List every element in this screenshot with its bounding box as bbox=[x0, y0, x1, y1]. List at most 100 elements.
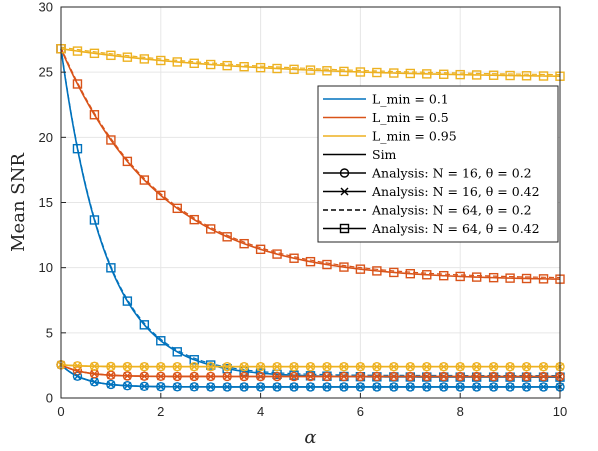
x-marker bbox=[406, 362, 415, 371]
x-marker-stroke bbox=[506, 362, 515, 371]
x-marker-stroke bbox=[140, 362, 149, 371]
circle-marker bbox=[72, 371, 83, 381]
square-marker bbox=[289, 64, 299, 75]
square-marker bbox=[355, 67, 366, 77]
legend-label: Analysis: N = 16, θ = 0.2 bbox=[371, 166, 532, 181]
x-marker-stroke bbox=[406, 382, 415, 391]
ticks: 0 2 4 6 8 10 0 5 10 15 20 25 30 bbox=[39, 0, 568, 419]
y-tick-label: 25 bbox=[39, 65, 53, 80]
square-marker bbox=[205, 224, 216, 234]
legend-entry: L_min = 0.5 bbox=[323, 110, 449, 125]
x-marker-stroke bbox=[539, 382, 548, 391]
square-marker bbox=[322, 259, 332, 270]
x-tick-label: 4 bbox=[257, 404, 264, 419]
x-tick-label: 10 bbox=[553, 404, 567, 419]
square-marker bbox=[505, 273, 515, 283]
x-marker bbox=[256, 362, 265, 371]
x-marker bbox=[206, 372, 215, 381]
square-marker bbox=[139, 175, 150, 185]
series-layer bbox=[56, 44, 565, 392]
x-marker bbox=[522, 372, 531, 381]
x-marker bbox=[106, 371, 115, 380]
x-marker-stroke bbox=[273, 372, 282, 381]
x-marker bbox=[290, 362, 299, 371]
square-marker bbox=[305, 65, 316, 75]
series-line bbox=[60, 47, 561, 78]
x-marker-stroke bbox=[290, 372, 299, 381]
x-axis-title: α bbox=[304, 427, 316, 448]
x-marker bbox=[123, 371, 132, 380]
x-marker bbox=[223, 362, 232, 371]
x-marker bbox=[472, 362, 481, 371]
y-tick-label: 30 bbox=[39, 0, 53, 15]
x-marker-stroke bbox=[422, 362, 431, 371]
legend-entry: Sim bbox=[323, 147, 397, 162]
square-marker bbox=[339, 262, 349, 272]
x-marker-stroke bbox=[123, 381, 132, 390]
x-tick-label: 8 bbox=[457, 404, 464, 419]
x-marker bbox=[156, 372, 165, 381]
x-marker-stroke bbox=[173, 372, 182, 381]
x-marker-stroke bbox=[140, 382, 149, 391]
x-marker-stroke bbox=[389, 372, 398, 381]
square-marker bbox=[521, 273, 532, 284]
x-marker-stroke bbox=[522, 362, 531, 371]
x-marker-stroke bbox=[73, 361, 82, 370]
square-marker bbox=[422, 270, 432, 280]
x-marker-stroke bbox=[422, 382, 431, 391]
square-marker bbox=[405, 268, 415, 279]
square-marker bbox=[72, 46, 83, 56]
y-tick-label: 15 bbox=[39, 195, 53, 210]
x-marker bbox=[422, 362, 431, 371]
square-marker bbox=[106, 263, 116, 273]
x-marker bbox=[240, 362, 249, 371]
legend-entry: Analysis: N = 64, θ = 0.2 bbox=[323, 203, 532, 218]
x-marker bbox=[90, 362, 99, 371]
x-marker-stroke bbox=[123, 362, 132, 371]
series-dashed-line bbox=[60, 47, 560, 377]
x-marker-stroke bbox=[372, 372, 381, 381]
square-marker bbox=[106, 135, 116, 145]
square-marker bbox=[156, 55, 166, 66]
circle-marker bbox=[72, 366, 83, 376]
x-marker-stroke bbox=[456, 382, 465, 391]
x-marker-stroke bbox=[190, 362, 199, 371]
series-L05-square bbox=[56, 44, 565, 284]
x-marker bbox=[506, 372, 515, 381]
square-marker bbox=[272, 63, 282, 74]
square-marker bbox=[471, 70, 482, 80]
square-marker bbox=[455, 271, 465, 282]
square-marker bbox=[389, 68, 399, 78]
square-marker bbox=[255, 244, 266, 255]
x-marker-stroke bbox=[472, 362, 481, 371]
x-marker-stroke bbox=[439, 372, 448, 381]
x-marker-stroke bbox=[439, 382, 448, 391]
x-marker bbox=[306, 372, 315, 381]
x-tick-label: 2 bbox=[157, 404, 164, 419]
x-tick-label: 0 bbox=[57, 404, 64, 419]
x-marker-stroke bbox=[322, 362, 331, 371]
x-marker-stroke bbox=[372, 362, 381, 371]
x-marker bbox=[240, 382, 249, 391]
square-marker bbox=[322, 66, 332, 76]
x-marker bbox=[256, 372, 265, 381]
x-marker bbox=[106, 362, 115, 371]
square-marker bbox=[222, 60, 232, 71]
square-marker bbox=[355, 264, 366, 274]
legend-entry: L_min = 0.1 bbox=[323, 92, 449, 107]
x-marker-stroke bbox=[273, 362, 282, 371]
x-marker-stroke bbox=[406, 372, 415, 381]
legend-box bbox=[317, 85, 559, 243]
x-marker bbox=[456, 382, 465, 391]
square-marker bbox=[305, 256, 316, 267]
x-marker-stroke bbox=[190, 382, 199, 391]
x-marker bbox=[90, 377, 99, 386]
x-marker bbox=[472, 382, 481, 391]
square-marker bbox=[521, 71, 532, 81]
series-dashed-line bbox=[60, 46, 561, 279]
x-marker-stroke bbox=[240, 372, 249, 381]
x-marker-stroke bbox=[372, 382, 381, 391]
x-marker-stroke bbox=[422, 372, 431, 381]
x-marker-stroke bbox=[356, 362, 365, 371]
x-marker bbox=[439, 382, 448, 391]
